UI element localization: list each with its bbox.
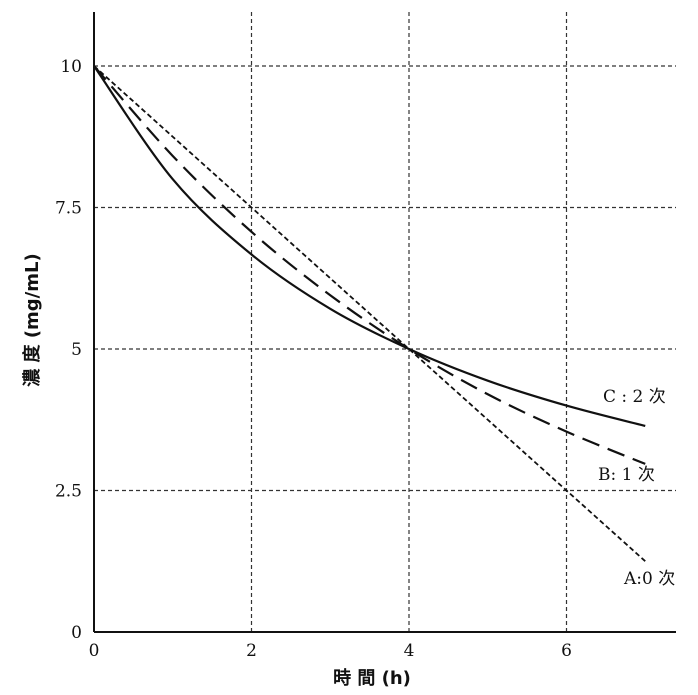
y-tick-label-0: 0: [71, 623, 82, 643]
x-axis-label: 時 間 (h): [333, 668, 411, 689]
series-line-c: [93, 65, 646, 428]
grid-lines: [94, 12, 676, 632]
series-line-a: [93, 65, 646, 562]
y-tick-label-7.5: 7.5: [55, 199, 82, 219]
series-lines: [93, 65, 646, 562]
x-tick-label-6: 6: [561, 641, 572, 661]
series-line-b: [93, 65, 646, 465]
series-label-a: A:0 次: [623, 569, 675, 589]
x-tick-label-0: 0: [89, 641, 100, 661]
series-labels: A:0 次 B: 1 次 C : 2 次: [598, 387, 675, 589]
series-label-b: B: 1 次: [598, 465, 655, 485]
y-tick-label-5: 5: [71, 340, 82, 360]
y-axis-label: 濃 度 (mg/mL): [21, 253, 43, 386]
axes: [93, 12, 676, 633]
tick-labels: 0 2.5 5 7.5 10 0 2 4 6: [55, 57, 572, 661]
y-tick-label-2.5: 2.5: [55, 482, 82, 502]
y-tick-label-10: 10: [60, 57, 82, 77]
x-tick-label-4: 4: [404, 641, 415, 661]
x-tick-label-2: 2: [246, 641, 257, 661]
series-label-c: C : 2 次: [603, 387, 666, 407]
